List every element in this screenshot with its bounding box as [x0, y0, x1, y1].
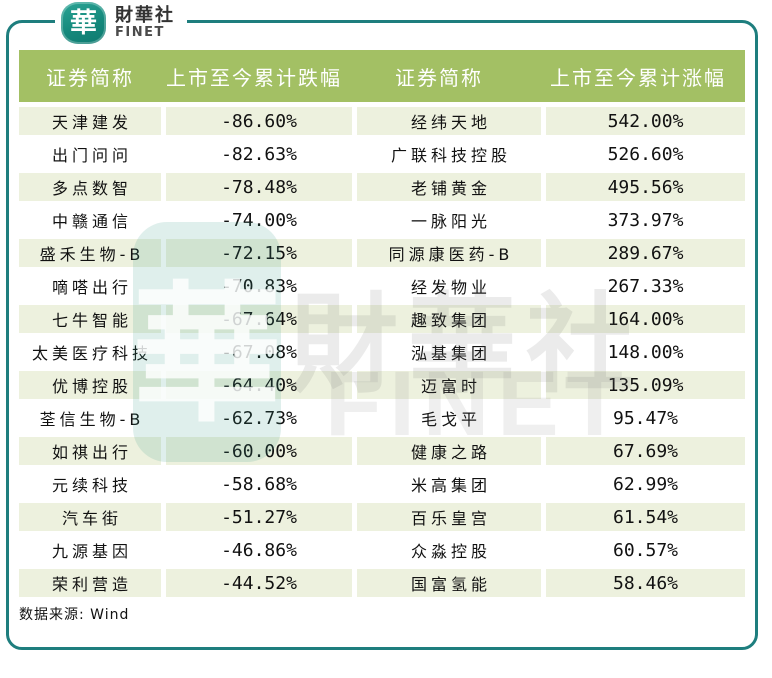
header-loss-pct: 上市至今累计跌幅 — [166, 65, 342, 90]
gain-value-cell: 95.47% — [546, 404, 745, 432]
table-row: 嘀嗒出行 -70.83% 经发物业 267.33% — [19, 272, 745, 300]
gain-value-cell: 58.46% — [546, 569, 745, 597]
loss-value-cell: -78.48% — [166, 173, 352, 201]
gainer-name-cell: 广联科技控股 — [357, 140, 541, 168]
loser-name-cell: 如祺出行 — [19, 437, 161, 465]
table-row: 优博控股 -64.40% 迈富时 135.09% — [19, 371, 745, 399]
header-gain-pct: 上市至今累计涨幅 — [550, 65, 726, 90]
loss-value-cell: -44.52% — [166, 569, 352, 597]
gainer-name-cell: 百乐皇宫 — [357, 503, 541, 531]
gainer-name-cell: 趣致集团 — [357, 305, 541, 333]
table-body: 天津建发 -86.60% 经纬天地 542.00% 出门问问 -82.63% 广… — [19, 107, 745, 597]
gainer-name-cell: 同源康医药-B — [357, 239, 541, 267]
header-loser-name: 证券简称 — [46, 65, 134, 90]
loser-name-cell: 元续科技 — [19, 470, 161, 498]
loss-value-cell: -82.63% — [166, 140, 352, 168]
loss-value-cell: -70.83% — [166, 272, 352, 300]
gain-value-cell: 373.97% — [546, 206, 745, 234]
table-row: 汽车街 -51.27% 百乐皇宫 61.54% — [19, 503, 745, 531]
gain-value-cell: 60.57% — [546, 536, 745, 564]
finet-logo: 華 財華社 FINET — [55, 0, 187, 46]
gainer-name-cell: 国富氢能 — [357, 569, 541, 597]
loser-name-cell: 汽车街 — [19, 503, 161, 531]
table-header-row: 证券简称 上市至今累计跌幅 证券简称 上市至今累计涨幅 — [19, 50, 745, 102]
finet-logo-en: FINET — [115, 24, 165, 40]
loser-name-cell: 盛禾生物-B — [19, 239, 161, 267]
loss-value-cell: -67.64% — [166, 305, 352, 333]
gainer-name-cell: 老铺黄金 — [357, 173, 541, 201]
loser-name-cell: 中赣通信 — [19, 206, 161, 234]
loss-value-cell: -86.60% — [166, 107, 352, 135]
loss-value-cell: -74.00% — [166, 206, 352, 234]
loss-value-cell: -58.68% — [166, 470, 352, 498]
table-row: 太美医疗科技 -67.08% 泓基集团 148.00% — [19, 338, 745, 366]
gain-value-cell: 526.60% — [546, 140, 745, 168]
table-row: 中赣通信 -74.00% 一脉阳光 373.97% — [19, 206, 745, 234]
header-gainer-name: 证券简称 — [395, 65, 483, 90]
gain-value-cell: 148.00% — [546, 338, 745, 366]
table-row: 出门问问 -82.63% 广联科技控股 526.60% — [19, 140, 745, 168]
gainer-name-cell: 众淼控股 — [357, 536, 541, 564]
finet-logo-cn: 財華社 — [115, 4, 175, 26]
gainer-name-cell: 迈富时 — [357, 371, 541, 399]
table-row: 荣利营造 -44.52% 国富氢能 58.46% — [19, 569, 745, 597]
loser-name-cell: 七牛智能 — [19, 305, 161, 333]
loser-name-cell: 嘀嗒出行 — [19, 272, 161, 300]
finet-logo-badge-icon: 華 — [61, 2, 106, 44]
gainer-name-cell: 米高集团 — [357, 470, 541, 498]
table-row: 多点数智 -78.48% 老铺黄金 495.56% — [19, 173, 745, 201]
loser-name-cell: 九源基因 — [19, 536, 161, 564]
loser-name-cell: 多点数智 — [19, 173, 161, 201]
table-row: 天津建发 -86.60% 经纬天地 542.00% — [19, 107, 745, 135]
loss-value-cell: -60.00% — [166, 437, 352, 465]
table-row: 七牛智能 -67.64% 趣致集团 164.00% — [19, 305, 745, 333]
loser-name-cell: 太美医疗科技 — [19, 338, 161, 366]
gainer-name-cell: 泓基集团 — [357, 338, 541, 366]
gain-value-cell: 61.54% — [546, 503, 745, 531]
loser-name-cell: 天津建发 — [19, 107, 161, 135]
loss-value-cell: -72.15% — [166, 239, 352, 267]
gain-value-cell: 267.33% — [546, 272, 745, 300]
gainer-name-cell: 经发物业 — [357, 272, 541, 300]
data-source-note: 数据来源: Wind — [19, 607, 130, 623]
gain-value-cell: 542.00% — [546, 107, 745, 135]
loser-name-cell: 出门问问 — [19, 140, 161, 168]
table-row: 荃信生物-B -62.73% 毛戈平 95.47% — [19, 404, 745, 432]
table-row: 如祺出行 -60.00% 健康之路 67.69% — [19, 437, 745, 465]
loser-name-cell: 优博控股 — [19, 371, 161, 399]
gain-value-cell: 135.09% — [546, 371, 745, 399]
loss-value-cell: -64.40% — [166, 371, 352, 399]
gainer-name-cell: 健康之路 — [357, 437, 541, 465]
loss-value-cell: -51.27% — [166, 503, 352, 531]
table-row: 元续科技 -58.68% 米高集团 62.99% — [19, 470, 745, 498]
table-row: 九源基因 -46.86% 众淼控股 60.57% — [19, 536, 745, 564]
table-frame: 证券简称 上市至今累计跌幅 证券简称 上市至今累计涨幅 天津建发 -86.60%… — [6, 20, 758, 650]
gainer-name-cell: 经纬天地 — [357, 107, 541, 135]
loss-value-cell: -46.86% — [166, 536, 352, 564]
gain-value-cell: 495.56% — [546, 173, 745, 201]
gain-value-cell: 62.99% — [546, 470, 745, 498]
table-row: 盛禾生物-B -72.15% 同源康医药-B 289.67% — [19, 239, 745, 267]
gainer-name-cell: 一脉阳光 — [357, 206, 541, 234]
loser-name-cell: 荃信生物-B — [19, 404, 161, 432]
loss-value-cell: -62.73% — [166, 404, 352, 432]
loser-name-cell: 荣利营造 — [19, 569, 161, 597]
gain-value-cell: 289.67% — [546, 239, 745, 267]
gainer-name-cell: 毛戈平 — [357, 404, 541, 432]
gain-value-cell: 67.69% — [546, 437, 745, 465]
gain-value-cell: 164.00% — [546, 305, 745, 333]
loss-value-cell: -67.08% — [166, 338, 352, 366]
